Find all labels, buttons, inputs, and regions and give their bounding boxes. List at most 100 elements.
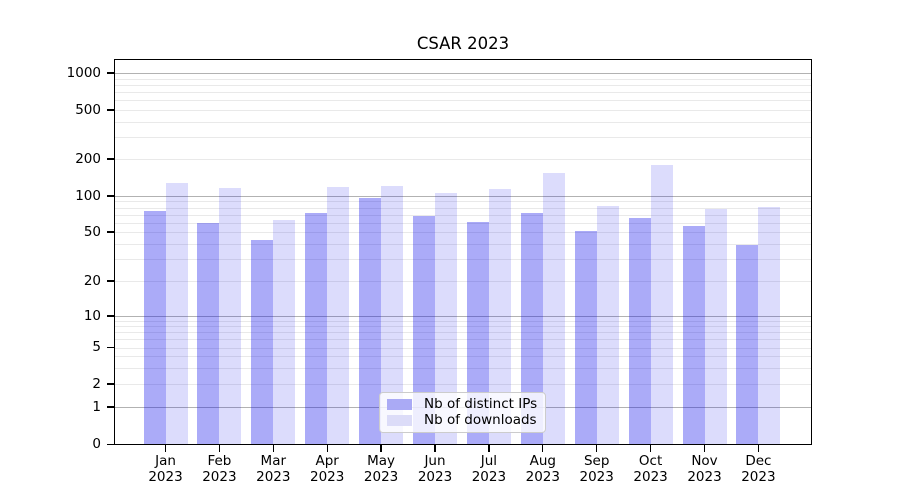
y-tick-mark: [107, 315, 114, 317]
y-tick-label: 5: [92, 339, 101, 355]
y-tick-label: 100: [75, 187, 101, 204]
gridline-minor: [114, 110, 812, 111]
gridline-minor: [114, 347, 812, 349]
y-tick-mark: [107, 280, 114, 282]
bar-downloads-oct: [650, 164, 673, 445]
x-tick-mark: [488, 445, 490, 452]
legend: Nb of distinct IPs Nb of downloads: [379, 392, 546, 433]
x-tick-mark: [434, 445, 436, 452]
gridline-major: [114, 73, 812, 74]
bar-downloads-nov: [704, 208, 727, 445]
bar-distinct-ips-aug: [520, 213, 543, 445]
y-tick-label: 500: [75, 101, 101, 118]
gridline-major: [114, 316, 812, 317]
x-tick-label: Jun 2023: [417, 453, 453, 485]
x-tick-mark: [326, 445, 328, 452]
x-tick-mark: [164, 445, 167, 452]
bar-downloads-dec: [758, 206, 781, 445]
y-tick-mark: [107, 346, 114, 349]
gridline-minor: [114, 84, 812, 86]
y-tick-mark: [107, 195, 114, 197]
y-tick-label: 50: [83, 223, 101, 240]
y-tick-label: 1: [92, 398, 101, 415]
gridline-minor: [114, 259, 812, 261]
bar-downloads-jan: [165, 182, 188, 445]
bar-distinct-ips-mar: [251, 240, 274, 445]
bar-downloads-jun: [435, 193, 457, 445]
gridline-major: [114, 196, 812, 197]
gridline-minor: [114, 92, 812, 94]
legend-item-downloads: Nb of downloads: [387, 413, 538, 428]
y-tick-label: 10: [83, 307, 101, 324]
gridline-minor: [114, 320, 812, 322]
bar-distinct-ips-jul: [466, 221, 489, 445]
x-tick-label: Oct 2023: [633, 453, 668, 485]
gridline-minor: [114, 339, 812, 341]
gridline-minor: [114, 222, 812, 224]
gridline-minor: [114, 207, 812, 209]
bar-distinct-ips-oct: [628, 217, 651, 445]
x-tick-label: Feb 2023: [202, 453, 237, 485]
x-tick-mark: [703, 445, 706, 452]
bar-downloads-aug: [542, 173, 565, 445]
y-tick-mark: [107, 109, 114, 111]
y-tick-label: 1000: [66, 64, 101, 81]
gridline-minor: [114, 326, 812, 328]
gridline-minor: [114, 332, 812, 334]
x-tick-mark: [380, 445, 382, 452]
chart-title: CSAR 2023: [416, 34, 510, 53]
gridline-minor: [114, 232, 812, 233]
x-tick-mark: [757, 445, 760, 452]
y-tick-label: 2: [92, 375, 101, 392]
bar-distinct-ips-jan: [143, 210, 166, 445]
y-tick-mark: [107, 383, 114, 385]
legend-swatch-downloads: [387, 415, 412, 426]
y-tick-label: 200: [75, 150, 101, 167]
x-tick-label: Jul 2023: [471, 453, 507, 485]
legend-label-distinct_ips: Nb of distinct IPs: [424, 396, 538, 412]
gridline-minor: [114, 100, 812, 102]
bar-distinct-ips-may: [359, 198, 382, 445]
x-tick-label: May 2023: [363, 453, 399, 485]
gridline-minor: [114, 137, 812, 139]
x-tick-label: Mar 2023: [256, 453, 291, 485]
bar-downloads-sep: [596, 205, 619, 445]
legend-item-distinct_ips: Nb of distinct IPs: [387, 397, 538, 412]
gridline-minor: [114, 281, 812, 282]
y-tick-mark: [107, 158, 114, 160]
bar-distinct-ips-dec: [736, 245, 759, 445]
gridline-minor: [114, 356, 812, 358]
bar-distinct-ips-feb: [197, 222, 220, 445]
x-tick-mark: [596, 445, 598, 452]
x-tick-mark: [649, 445, 652, 452]
gridline-minor: [114, 367, 812, 369]
gridline-minor: [114, 159, 812, 160]
y-tick-mark: [107, 406, 114, 408]
gridline-minor: [114, 243, 812, 245]
y-tick-label: 0: [92, 436, 101, 452]
y-tick-mark: [107, 443, 114, 446]
bar-distinct-ips-apr: [305, 213, 328, 445]
bar-downloads-feb: [219, 187, 242, 445]
gridline-minor: [114, 214, 812, 216]
bar-distinct-ips-sep: [574, 230, 597, 445]
y-tick-mark: [107, 72, 114, 74]
gridline-minor: [114, 121, 812, 123]
x-tick-mark: [272, 445, 274, 452]
x-tick-label: Apr 2023: [310, 453, 345, 485]
bar-downloads-may: [381, 186, 404, 445]
bar-distinct-ips-nov: [682, 226, 705, 445]
x-tick-label: Aug 2023: [525, 453, 560, 485]
bar-distinct-ips-jun: [413, 216, 435, 445]
gridline-minor: [114, 78, 812, 80]
x-tick-label: Nov 2023: [687, 453, 722, 485]
gridline-minor: [114, 384, 812, 385]
legend-label-downloads: Nb of downloads: [424, 412, 537, 428]
y-tick-mark: [107, 231, 114, 233]
bar-downloads-apr: [327, 186, 350, 445]
legend-swatch-distinct_ips: [387, 399, 412, 410]
gridline-minor: [114, 201, 812, 203]
x-tick-mark: [218, 445, 221, 452]
y-tick-label: 20: [83, 272, 101, 289]
